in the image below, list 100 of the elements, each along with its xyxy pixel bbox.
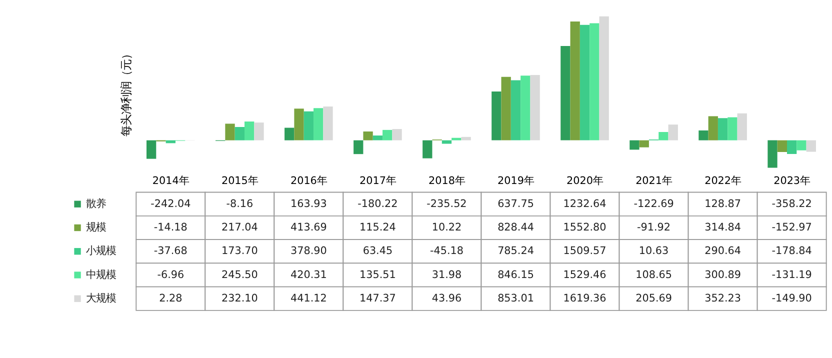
- data-label: -149.90: [772, 292, 812, 304]
- x-tick-label: 2022年: [704, 175, 742, 188]
- bar: [728, 117, 738, 140]
- data-label: 300.89: [704, 268, 741, 281]
- data-label: -235.52: [426, 198, 467, 210]
- x-tick-label: 2018年: [428, 175, 465, 188]
- bar: [510, 80, 521, 140]
- data-label: 853.01: [498, 292, 534, 304]
- data-label: 163.93: [290, 198, 327, 210]
- data-label: -152.97: [772, 222, 812, 234]
- bar: [452, 138, 462, 140]
- bar: [225, 124, 235, 140]
- y-axis-title: 每头净利润（元）: [119, 48, 133, 137]
- bar: [284, 128, 294, 140]
- bar: [570, 22, 580, 140]
- bar: [146, 140, 156, 159]
- data-label: -358.22: [772, 198, 812, 210]
- data-label: 352.23: [704, 292, 741, 304]
- data-label: 43.96: [432, 292, 462, 304]
- bar: [422, 140, 432, 158]
- legend-label: 规模: [86, 222, 106, 234]
- x-tick-label: 2016年: [290, 175, 327, 188]
- data-label: 785.24: [498, 245, 534, 258]
- bar: [520, 76, 530, 140]
- bar: [363, 131, 373, 140]
- data-label: 63.45: [362, 245, 393, 258]
- bar: [244, 122, 254, 140]
- bar: [323, 106, 333, 140]
- legend-label: 小规模: [86, 245, 116, 258]
- data-label: 217.04: [221, 222, 258, 234]
- bar: [708, 116, 718, 140]
- bar: [718, 118, 728, 140]
- bar: [796, 140, 806, 150]
- bar: [560, 46, 570, 140]
- bar: [806, 140, 816, 152]
- data-label: -91.92: [637, 222, 671, 234]
- bar: [630, 140, 640, 150]
- bar: [786, 140, 797, 154]
- bar: [639, 140, 649, 148]
- x-tick-label: 2015年: [221, 175, 258, 188]
- bar: [668, 124, 678, 140]
- data-label: -122.69: [634, 198, 674, 210]
- bar: [492, 92, 502, 140]
- bar: [530, 75, 540, 140]
- data-label: 1552.80: [563, 222, 606, 234]
- bar: [392, 129, 402, 140]
- bar: [442, 140, 452, 144]
- data-label: 314.84: [704, 222, 742, 234]
- data-label: 1232.64: [563, 198, 607, 210]
- bar: [234, 127, 245, 140]
- data-label: -8.16: [226, 198, 254, 210]
- x-tick-label: 2017年: [359, 175, 396, 188]
- bar: [461, 136, 471, 140]
- data-label: -37.68: [154, 245, 188, 258]
- x-tick-label: 2021年: [636, 175, 672, 188]
- data-label: 1509.57: [563, 245, 606, 258]
- data-label: 828.44: [498, 222, 534, 234]
- data-label: 290.64: [704, 245, 742, 258]
- data-label: -242.04: [150, 198, 192, 210]
- data-label: 245.50: [221, 268, 258, 281]
- data-label: 205.69: [636, 292, 672, 304]
- bar: [501, 76, 511, 140]
- data-label: 31.98: [432, 268, 462, 281]
- data-label: 441.12: [290, 292, 327, 304]
- legend-label: 大规模: [86, 292, 116, 304]
- bar: [254, 122, 264, 140]
- bar: [580, 24, 590, 140]
- data-label: -6.96: [157, 268, 184, 281]
- data-label: 147.37: [360, 292, 396, 304]
- bar: [590, 23, 600, 140]
- data-label: 10.63: [638, 245, 669, 258]
- data-label: 232.10: [221, 292, 258, 304]
- bar: [382, 130, 392, 140]
- data-label: -14.18: [154, 222, 188, 234]
- x-tick-label: 2014年: [152, 175, 189, 188]
- bar: [737, 113, 747, 140]
- data-label: 173.70: [221, 245, 258, 258]
- bar: [294, 108, 304, 140]
- data-label: 2.28: [159, 292, 182, 304]
- data-label: 135.51: [360, 268, 396, 281]
- data-label: -131.19: [772, 268, 812, 281]
- data-label: 637.75: [498, 198, 534, 210]
- data-label: 378.90: [290, 245, 327, 258]
- data-label: 846.15: [498, 268, 534, 281]
- data-label: 128.87: [704, 198, 741, 210]
- bar: [768, 140, 778, 168]
- x-tick-label: 2019年: [498, 175, 534, 188]
- data-label: -180.22: [358, 198, 398, 210]
- data-label: 420.31: [290, 268, 327, 281]
- legend-label: 中规模: [86, 268, 116, 281]
- data-label: -178.84: [772, 245, 812, 258]
- bar: [314, 108, 324, 140]
- bar: [599, 16, 609, 140]
- bar: [698, 130, 708, 140]
- data-label: 1619.36: [563, 292, 606, 304]
- data-label: 10.22: [432, 222, 462, 234]
- legend-label: 散养: [86, 198, 106, 210]
- data-label: 413.69: [290, 222, 327, 234]
- x-tick-label: 2023年: [774, 175, 810, 188]
- data-label: 115.24: [360, 222, 396, 234]
